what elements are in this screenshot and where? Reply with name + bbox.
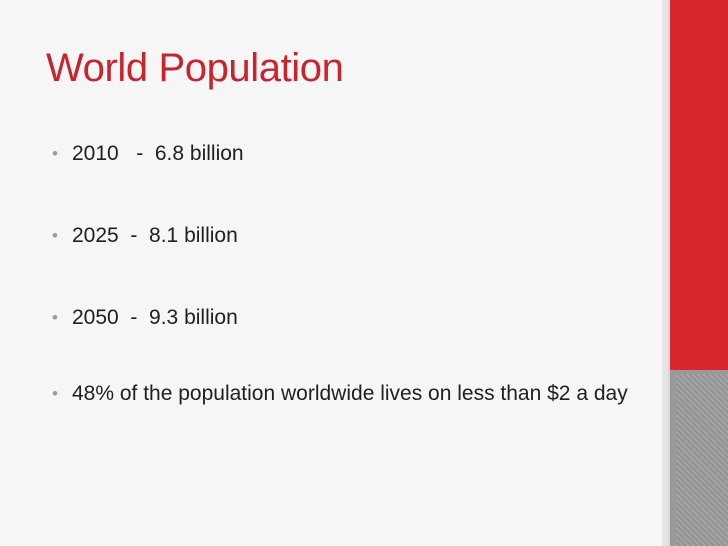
band-divider <box>662 0 670 546</box>
bullet-dot-icon: • <box>52 384 58 403</box>
bullet-dot-icon: • <box>52 226 58 245</box>
band-divider-line <box>668 0 670 546</box>
gray-accent-band <box>670 370 728 546</box>
bullet-item: • 48% of the population worldwide lives … <box>50 380 662 408</box>
bullet-dot-icon: • <box>52 308 58 327</box>
bullet-item: • 2025 - 8.1 billion <box>50 222 682 250</box>
bullet-dot-icon: • <box>52 144 58 163</box>
bullet-text: 2010 - 6.8 billion <box>72 142 244 165</box>
bullet-item: • 2050 - 9.3 billion <box>50 304 682 332</box>
bullet-item: • 2010 - 6.8 billion <box>50 140 682 168</box>
decorative-side-band <box>662 0 728 546</box>
red-accent-band <box>670 0 728 370</box>
slide-title: World Population <box>46 46 344 90</box>
bullet-text: 48% of the population worldwide lives on… <box>72 382 628 405</box>
bullet-text: 2050 - 9.3 billion <box>72 306 238 329</box>
bullet-text: 2025 - 8.1 billion <box>72 224 238 247</box>
